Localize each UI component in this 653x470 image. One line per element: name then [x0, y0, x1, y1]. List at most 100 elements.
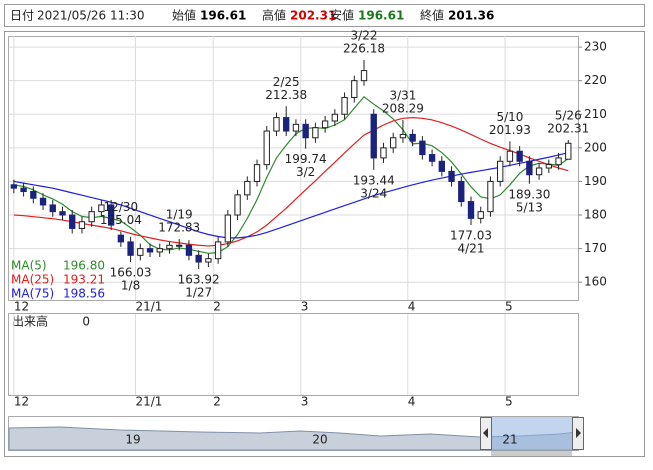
- annotation-price: 199.74: [285, 152, 327, 166]
- x-tick-label: 4: [408, 300, 416, 314]
- candle-body: [253, 164, 261, 182]
- candle-body: [156, 248, 163, 253]
- x-tick-label: 3: [301, 300, 309, 314]
- annotation-price: 202.31: [547, 122, 589, 136]
- volume-label: 出来高: [12, 314, 48, 329]
- candle-body: [224, 214, 232, 243]
- candle-body: [497, 160, 504, 182]
- legend-name: MA(5): [11, 259, 47, 273]
- candle-body: [166, 244, 173, 250]
- x-tick-label: 21/1: [135, 300, 162, 314]
- candle-body: [341, 96, 348, 115]
- annotation-price: 208.29: [382, 102, 424, 116]
- scrollbar[interactable]: [491, 451, 572, 456]
- candle-body: [176, 244, 183, 247]
- legend-value: 193.21: [63, 273, 105, 287]
- legend-name: MA(25): [11, 273, 54, 287]
- annotation-price: 172.83: [158, 221, 200, 235]
- volume-panel: [8, 313, 579, 396]
- ma-line: [13, 152, 569, 239]
- annotation-price: 175.04: [100, 213, 142, 227]
- annotation-date: 12/30: [104, 200, 139, 214]
- header-date-label: 日付: [10, 9, 34, 23]
- candle-body: [283, 117, 290, 132]
- annotation-price: 193.44: [353, 173, 395, 187]
- annotation-date: 3/24: [360, 186, 387, 200]
- candle-body: [292, 123, 300, 132]
- candle-body: [390, 137, 397, 149]
- candle-body: [477, 211, 484, 219]
- candle-body: [438, 160, 446, 172]
- candle-body: [467, 201, 475, 219]
- candle-body: [30, 191, 37, 199]
- y-tick-label: 160: [584, 275, 607, 289]
- candle-body: [302, 123, 309, 139]
- x-tick-label: 2: [213, 395, 221, 409]
- candle-body: [49, 204, 56, 213]
- navigator-label: 19: [125, 433, 140, 447]
- candle-body: [428, 154, 436, 162]
- chart-frame: [4, 31, 645, 457]
- header-field-label: 終値: [420, 8, 444, 23]
- navigator-window[interactable]: [491, 417, 572, 450]
- annotation-date: 3/31: [389, 89, 416, 103]
- candle-body: [448, 170, 455, 182]
- header-bar: [4, 4, 645, 27]
- candle-body: [321, 120, 329, 129]
- header-date: 2021/05/26 11:30: [37, 9, 145, 23]
- y-tick-label: 170: [584, 241, 607, 255]
- y-tick-label: 230: [584, 40, 607, 54]
- annotation-date: 1/8: [121, 278, 140, 292]
- candle-body: [360, 70, 368, 82]
- candle-body: [487, 180, 494, 213]
- header-field-value: 201.36: [448, 9, 494, 23]
- ma-line: [13, 95, 569, 254]
- candle-body: [88, 211, 95, 223]
- legend-name: MA(75): [11, 287, 54, 301]
- candle-body: [516, 150, 523, 162]
- candle-body: [146, 248, 154, 253]
- y-tick-label: 190: [584, 174, 607, 188]
- candle-body: [10, 184, 18, 189]
- legend-value: 198.56: [63, 287, 105, 301]
- header-field-label: 安値: [330, 8, 354, 23]
- navigator-label: 20: [312, 433, 327, 447]
- annotation-price: 177.03: [450, 228, 492, 242]
- y-tick-label: 220: [584, 73, 607, 87]
- candle-body: [195, 254, 202, 263]
- x-tick-label: 5: [505, 395, 513, 409]
- candle-body: [351, 80, 358, 98]
- header-field-value: 196.61: [200, 9, 246, 23]
- x-tick-label: 12: [14, 300, 29, 314]
- y-tick-label: 210: [584, 107, 607, 121]
- candle-body: [78, 221, 86, 229]
- candle-body: [263, 130, 270, 166]
- legend-value: 196.80: [63, 259, 105, 273]
- candle-body: [419, 140, 426, 156]
- candle-body: [399, 133, 407, 139]
- annotation-date: 3/22: [351, 28, 378, 42]
- x-tick-label: 3: [301, 395, 309, 409]
- navigator-label: 21: [502, 433, 517, 447]
- candle-body: [312, 127, 319, 139]
- x-tick-label: 5: [505, 300, 513, 314]
- x-tick-label: 21/1: [135, 395, 162, 409]
- annotation-date: 3/2: [296, 165, 315, 179]
- candle-body: [370, 113, 377, 159]
- annotation-price: 201.93: [489, 123, 531, 137]
- candle-body: [234, 194, 241, 216]
- candle-body: [117, 234, 125, 243]
- annotation-price: 212.38: [265, 88, 307, 102]
- annotation-date: 2/25: [273, 75, 300, 89]
- annotation-date: 5/10: [496, 110, 523, 124]
- x-tick-label: 12: [14, 395, 29, 409]
- candle-body: [526, 160, 533, 176]
- candle-body: [205, 258, 212, 263]
- price-panel: [8, 36, 579, 301]
- annotation-date: 5/26: [555, 109, 582, 123]
- candle-body: [273, 117, 280, 132]
- candle-body: [59, 211, 66, 216]
- candle-body: [69, 214, 76, 229]
- candle-body: [185, 244, 193, 256]
